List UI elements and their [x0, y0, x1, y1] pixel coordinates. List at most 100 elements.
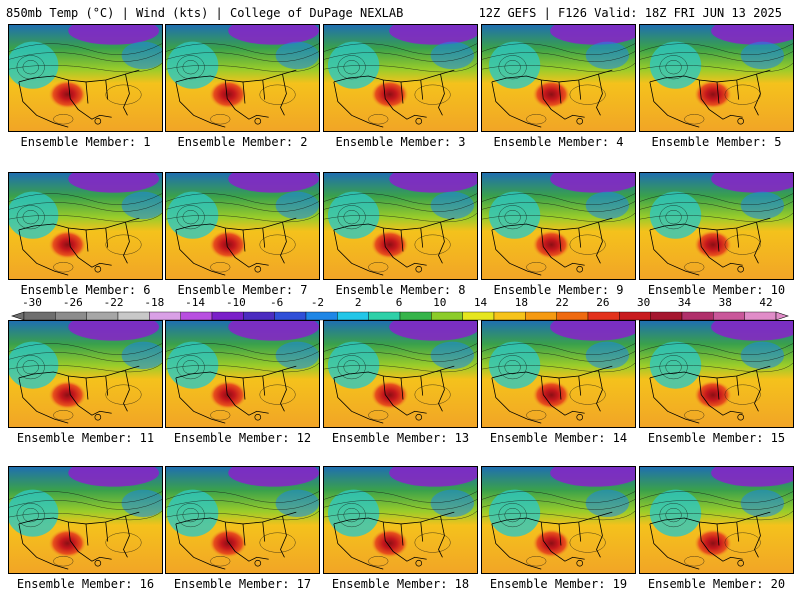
ensemble-member-label: Ensemble Member: 16 — [16, 577, 155, 591]
ensemble-member-map — [481, 172, 636, 280]
temperature-map-graphic — [640, 321, 793, 427]
colorbar-tick-label: 6 — [395, 296, 403, 309]
colorbar-tick-label: -26 — [62, 296, 83, 309]
colorbar-swatch — [274, 311, 307, 321]
temperature-map-graphic — [166, 173, 319, 279]
colorbar-tick-label: -30 — [22, 296, 42, 309]
ensemble-member-map — [481, 24, 636, 132]
colorbar-swatch — [493, 311, 526, 321]
colorbar-swatch — [713, 311, 745, 321]
colorbar-swatch — [650, 311, 683, 321]
colorbar-tick-label: 14 — [473, 296, 488, 309]
ensemble-member-map — [165, 24, 320, 132]
ensemble-member-label: Ensemble Member: 10 — [647, 283, 786, 297]
temperature-map-graphic — [324, 467, 477, 573]
temperature-map-graphic — [324, 173, 477, 279]
colorbar-swatch — [587, 311, 620, 321]
colorbar-tick-label: 10 — [433, 296, 447, 309]
ensemble-member-label: Ensemble Member: 2 — [177, 135, 308, 149]
colorbar-tick-label: 18 — [514, 296, 528, 309]
model-valid-time: 12Z GEFS | F126 Valid: 18Z FRI JUN 13 20… — [478, 6, 782, 20]
temperature-map-graphic — [9, 467, 162, 573]
ensemble-member-label: Ensemble Member: 4 — [493, 135, 624, 149]
colorbar-graphic — [11, 311, 789, 321]
colorbar-tick-label: -10 — [225, 296, 246, 309]
colorbar-tick-label: 42 — [759, 296, 773, 309]
map-title: 850mb Temp (°C) | Wind (kts) | College o… — [6, 6, 404, 20]
colorbar-tick-label: -2 — [310, 296, 325, 309]
colorbar-swatch — [368, 311, 401, 321]
ensemble-member-map — [323, 466, 478, 574]
ensemble-member-label: Ensemble Member: 9 — [493, 283, 624, 297]
colorbar-swatch — [462, 311, 495, 321]
ensemble-member-label: Ensemble Member: 5 — [651, 135, 782, 149]
colorbar-swatch — [431, 311, 463, 321]
temperature-map-graphic — [640, 173, 793, 279]
ensemble-member-map — [323, 24, 478, 132]
colorbar-swatch — [619, 311, 651, 321]
ensemble-member-map — [639, 24, 794, 132]
temperature-map-graphic — [482, 173, 635, 279]
temperature-map-graphic — [482, 25, 635, 131]
ensemble-member-map — [165, 466, 320, 574]
colorbar-swatch — [23, 311, 56, 321]
colorbar-tick-label: 38 — [718, 296, 732, 309]
colorbar-tick-label: 30 — [637, 296, 651, 309]
temperature-map-graphic — [9, 321, 162, 427]
colorbar-swatch — [305, 311, 338, 321]
ensemble-member-label: Ensemble Member: 8 — [335, 283, 466, 297]
colorbar-swatch — [149, 311, 181, 321]
colorbar-swatch — [744, 311, 777, 321]
colorbar-tick-label: -6 — [270, 296, 284, 309]
temperature-map-graphic — [9, 25, 162, 131]
ensemble-member-label: Ensemble Member: 19 — [489, 577, 628, 591]
temperature-map-graphic — [324, 321, 477, 427]
ensemble-member-label: Ensemble Member: 14 — [489, 431, 628, 445]
colorbar-ticks: -30 -26 -22 -18 -14 -10 -6 -2 2 6 10 14 18 22 26 30 34 38… — [10, 296, 790, 309]
colorbar-tick-label: 22 — [555, 296, 569, 309]
ensemble-member-map — [8, 172, 163, 280]
colorbar-swatch — [399, 311, 432, 321]
ensemble-member-map — [165, 320, 320, 428]
colorbar-swatch — [117, 311, 150, 321]
ensemble-member-map — [639, 466, 794, 574]
colorbar-tick-label: 2 — [354, 296, 362, 309]
ensemble-member-map — [8, 24, 163, 132]
colorbar-swatch — [681, 311, 714, 321]
colorbar-tick-label: -22 — [103, 296, 124, 309]
colorbar-swatch — [556, 311, 589, 321]
temperature-map-graphic — [482, 467, 635, 573]
ensemble-member-map — [639, 320, 794, 428]
ensemble-member-label: Ensemble Member: 18 — [331, 577, 470, 591]
colorbar-swatch — [211, 311, 244, 321]
header: 850mb Temp (°C) | Wind (kts) | College o… — [0, 0, 800, 22]
ensemble-member-label: Ensemble Member: 17 — [173, 577, 312, 591]
colorbar-right-arrow — [775, 311, 789, 321]
colorbar-tick-label: 34 — [677, 296, 692, 309]
temperature-map-graphic — [166, 321, 319, 427]
temperature-map-graphic — [9, 173, 162, 279]
temperature-map-graphic — [166, 467, 319, 573]
ensemble-member-map — [481, 320, 636, 428]
temperature-map-graphic — [640, 467, 793, 573]
ensemble-member-label: Ensemble Member: 12 — [173, 431, 312, 445]
ensemble-member-label: Ensemble Member: 1 — [20, 135, 151, 149]
colorbar-tick-label: -18 — [144, 296, 165, 309]
ensemble-member-label: Ensemble Member: 11 — [16, 431, 155, 445]
colorbar-swatch — [180, 311, 213, 321]
temperature-map-graphic — [166, 25, 319, 131]
ensemble-member-map — [8, 466, 163, 574]
temperature-colorbar: -30 -26 -22 -18 -14 -10 -6 -2 2 6 10 14 18 22 26 30 34 38… — [10, 296, 790, 323]
temperature-map-graphic — [482, 321, 635, 427]
ensemble-member-map — [323, 320, 478, 428]
colorbar-left-arrow — [11, 311, 25, 321]
colorbar-swatch — [337, 311, 369, 321]
ensemble-member-label: Ensemble Member: 3 — [335, 135, 466, 149]
ensemble-member-map — [8, 320, 163, 428]
colorbar-swatch — [243, 311, 275, 321]
colorbar-swatch — [86, 311, 119, 321]
ensemble-member-label: Ensemble Member: 7 — [177, 283, 308, 297]
ensemble-member-map — [639, 172, 794, 280]
ensemble-member-map — [165, 172, 320, 280]
ensemble-member-label: Ensemble Member: 15 — [647, 431, 786, 445]
